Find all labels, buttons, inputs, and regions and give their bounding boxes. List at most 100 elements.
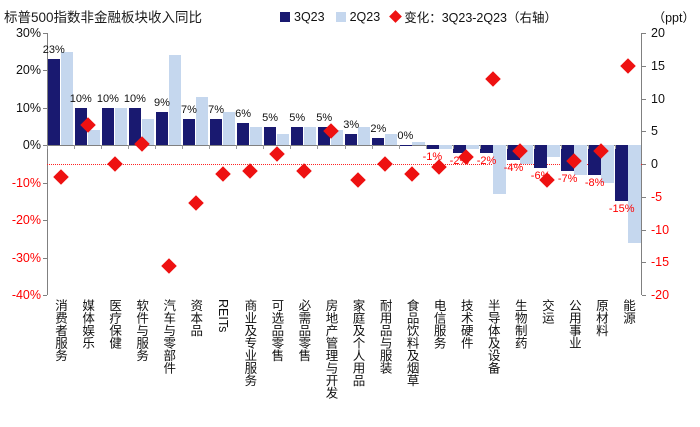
left-axis-label: -20% (11, 213, 41, 228)
bar-group[interactable] (182, 33, 209, 295)
bar-group[interactable] (209, 33, 236, 295)
category-tick (506, 145, 508, 150)
category-tick (155, 145, 157, 150)
bar-group[interactable] (47, 33, 74, 295)
right-axis-label: 20 (651, 26, 665, 40)
bar-value-label: 5% (316, 111, 333, 124)
category-label: 可选品零售 (269, 299, 284, 362)
right-axis-tick (642, 65, 646, 67)
category-tick (479, 145, 481, 150)
bar-group[interactable] (480, 33, 507, 295)
right-axis-label: 15 (651, 58, 665, 73)
bar-3q23[interactable] (453, 145, 466, 153)
left-axis-label: 10% (15, 100, 41, 115)
bar-group[interactable] (615, 33, 642, 295)
category-label: 半导体及设备 (485, 299, 500, 374)
bar-value-label: 10% (123, 92, 146, 105)
bar-group[interactable] (426, 33, 453, 295)
bar-3q23[interactable] (47, 59, 60, 146)
bar-2q23[interactable] (439, 145, 452, 150)
bar-2q23[interactable] (547, 145, 560, 157)
bar-2q23[interactable] (168, 55, 182, 146)
bar-2q23[interactable] (358, 126, 371, 146)
category-label: 家庭及个人用品 (350, 299, 365, 387)
bar-group[interactable] (345, 33, 372, 295)
bar-2q23[interactable] (412, 141, 425, 146)
bar-3q23[interactable] (426, 145, 439, 150)
bar-2q23[interactable] (114, 107, 128, 146)
bar-3q23[interactable] (615, 145, 628, 202)
bar-value-label: 5% (289, 111, 306, 124)
category-label: 汽车与零部件 (161, 299, 176, 374)
bar-3q23[interactable] (263, 126, 277, 146)
bar-3q23[interactable] (399, 145, 412, 147)
bar-3q23[interactable] (209, 119, 223, 146)
left-axis-label: -30% (11, 250, 41, 265)
category-label: 商业及专业服务 (242, 299, 257, 387)
category-label: 交运 (539, 299, 554, 324)
category-tick (533, 145, 535, 150)
bar-2q23[interactable] (466, 145, 479, 150)
bar-3q23[interactable] (290, 126, 304, 146)
category-tick (614, 145, 616, 150)
bar-2q23[interactable] (249, 126, 263, 146)
bar-3q23[interactable] (372, 137, 385, 146)
bar-3q23[interactable] (480, 145, 493, 153)
bar-group[interactable] (453, 33, 480, 295)
category-label: REITs (215, 299, 230, 333)
bar-group[interactable] (399, 33, 426, 295)
bar-group[interactable] (290, 33, 317, 295)
bar-2q23[interactable] (303, 126, 317, 146)
bar-group[interactable] (317, 33, 344, 295)
left-axis-label: 0% (22, 138, 41, 153)
bar-3q23[interactable] (534, 145, 547, 168)
bar-group[interactable] (101, 33, 128, 295)
bar-value-label: 6% (235, 107, 252, 120)
bar-value-label: 5% (262, 111, 279, 124)
bar-2q23[interactable] (60, 51, 73, 146)
bar-3q23[interactable] (345, 134, 358, 146)
bar-group[interactable] (236, 33, 263, 295)
bar-3q23[interactable] (128, 107, 142, 146)
left-axis-tick (43, 33, 47, 34)
bar-value-label: 9% (153, 96, 170, 109)
bar-group[interactable] (372, 33, 399, 295)
bar-2q23[interactable] (276, 134, 290, 146)
bar-3q23[interactable] (155, 111, 169, 146)
bar-2q23[interactable] (385, 134, 398, 146)
bar-group[interactable] (263, 33, 290, 295)
bar-2q23[interactable] (493, 145, 506, 194)
bar-group[interactable] (155, 33, 182, 295)
bar-2q23[interactable] (628, 145, 641, 243)
plot-area: 23% 10% 10% 10% 9% 7% 7% 6% 5% 5% 5% 3% 2% 0% -1% -2% -2… (12, 26, 669, 302)
legend-label-3q23: 3Q23 (294, 9, 325, 24)
legend-item-3q23: 3Q23 (280, 10, 325, 24)
bar-group[interactable] (74, 33, 101, 295)
left-axis-tick (43, 145, 47, 147)
left-axis-tick (43, 220, 47, 222)
bar-2q23[interactable] (195, 96, 209, 146)
bar-value-label: 7% (181, 104, 197, 117)
left-axis-label: 30% (15, 26, 41, 40)
category-tick (74, 145, 76, 150)
right-axis-unit: （ppt） (652, 11, 695, 25)
bar-3q23[interactable] (236, 122, 250, 146)
bar-3q23[interactable] (74, 107, 87, 146)
left-axis-tick (43, 182, 47, 184)
bar-3q23[interactable] (101, 107, 115, 146)
category-tick (452, 145, 454, 150)
bar-2q23[interactable] (87, 130, 100, 146)
bar-3q23[interactable] (182, 119, 196, 146)
bar-group[interactable] (588, 33, 615, 295)
category-tick (425, 145, 427, 150)
category-label: 必需品零售 (296, 299, 311, 362)
right-axis-label: -20 (651, 288, 670, 302)
bar-group[interactable] (534, 33, 561, 295)
right-axis-label: -5 (651, 189, 663, 204)
bar-group[interactable] (128, 33, 155, 295)
legend-label-change: 变化：3Q23-2Q23（右轴） (404, 11, 558, 25)
bar-value-label: 2% (370, 122, 387, 135)
bar-2q23[interactable] (222, 111, 236, 146)
right-axis-tick (642, 33, 646, 34)
left-axis-tick (43, 70, 47, 72)
